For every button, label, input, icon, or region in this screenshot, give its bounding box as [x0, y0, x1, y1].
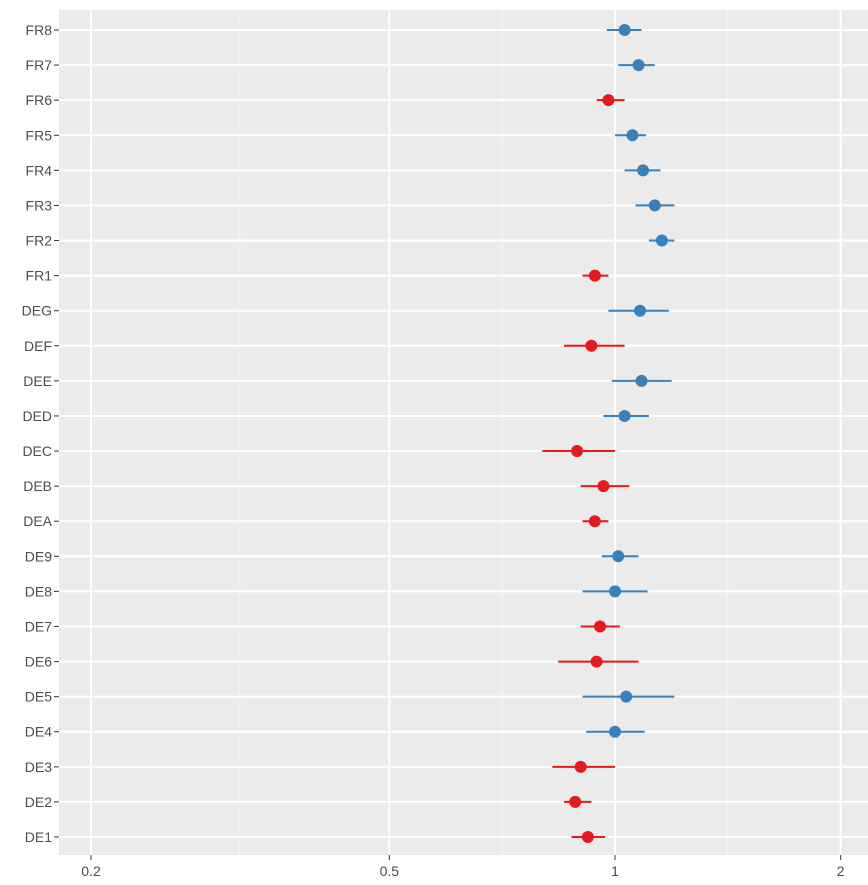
point-estimate: [620, 690, 633, 703]
x-tick-label: 1: [611, 863, 619, 879]
point-estimate: [612, 550, 625, 563]
point-estimate: [581, 831, 594, 843]
y-tick-label: FR4: [26, 162, 53, 178]
plot-panel-background: [59, 10, 868, 855]
y-tick-label: FR3: [26, 197, 53, 213]
y-tick-label: FR2: [26, 233, 53, 249]
point-estimate: [655, 234, 668, 247]
point-estimate: [634, 304, 647, 317]
y-tick-label: DED: [22, 408, 52, 424]
minor-gridlines-x: [239, 10, 729, 855]
y-tick-label: FR6: [26, 92, 53, 108]
point-estimate: [571, 445, 584, 458]
point-estimate: [590, 655, 603, 668]
y-tick-label: DE6: [25, 654, 52, 670]
point-estimate: [609, 585, 621, 598]
point-estimate: [597, 480, 610, 493]
y-tick-label: DE1: [25, 829, 52, 845]
y-tick-label: DE7: [25, 618, 52, 634]
point-estimate: [588, 515, 601, 528]
point-estimate: [632, 59, 645, 72]
x-tick-label: 0.5: [380, 863, 400, 879]
point-estimate: [569, 795, 582, 808]
y-tick-label: DE9: [25, 548, 52, 564]
point-estimate: [618, 409, 631, 422]
y-tick-label: DE4: [25, 724, 52, 740]
point-estimate: [585, 339, 598, 352]
point-estimate: [574, 760, 587, 773]
x-tick-label: 0.2: [81, 863, 101, 879]
y-tick-label: DEF: [24, 338, 52, 354]
point-estimate: [635, 374, 648, 387]
y-axis: FR8 FR7 FR6 FR5 FR4 FR3 FR2 FR1 DEG DEF DEE DED DEC D…: [22, 22, 59, 845]
y-tick-label: DEC: [22, 443, 52, 459]
y-tick-label: FR5: [26, 127, 53, 143]
major-gridlines-y: [59, 29, 868, 838]
point-estimate: [602, 94, 615, 107]
y-tick-label: DEA: [23, 513, 52, 529]
y-tick-label: DE3: [25, 759, 52, 775]
point-estimate: [588, 269, 601, 282]
y-tick-label: DE8: [25, 583, 52, 599]
y-tick-label: DE2: [25, 794, 52, 810]
major-gridlines-x: [90, 10, 842, 855]
y-tick-label: FR7: [26, 57, 53, 73]
y-tick-label: DEB: [23, 478, 52, 494]
point-estimate: [648, 199, 661, 212]
x-axis: 0.2 0.5 1 2: [81, 855, 845, 879]
x-tick-label: 2: [837, 863, 845, 879]
y-tick-label: DEE: [23, 373, 52, 389]
point-estimate: [594, 620, 607, 633]
point-estimate: [626, 129, 639, 142]
point-estimate: [618, 24, 631, 36]
point-estimate: [637, 164, 650, 177]
y-tick-label: FR1: [26, 268, 53, 284]
y-tick-label: DE5: [25, 689, 52, 705]
point-estimate: [609, 725, 621, 738]
y-tick-label: FR8: [26, 22, 53, 38]
point-estimates: [569, 24, 668, 843]
y-tick-label: DEG: [22, 303, 52, 319]
